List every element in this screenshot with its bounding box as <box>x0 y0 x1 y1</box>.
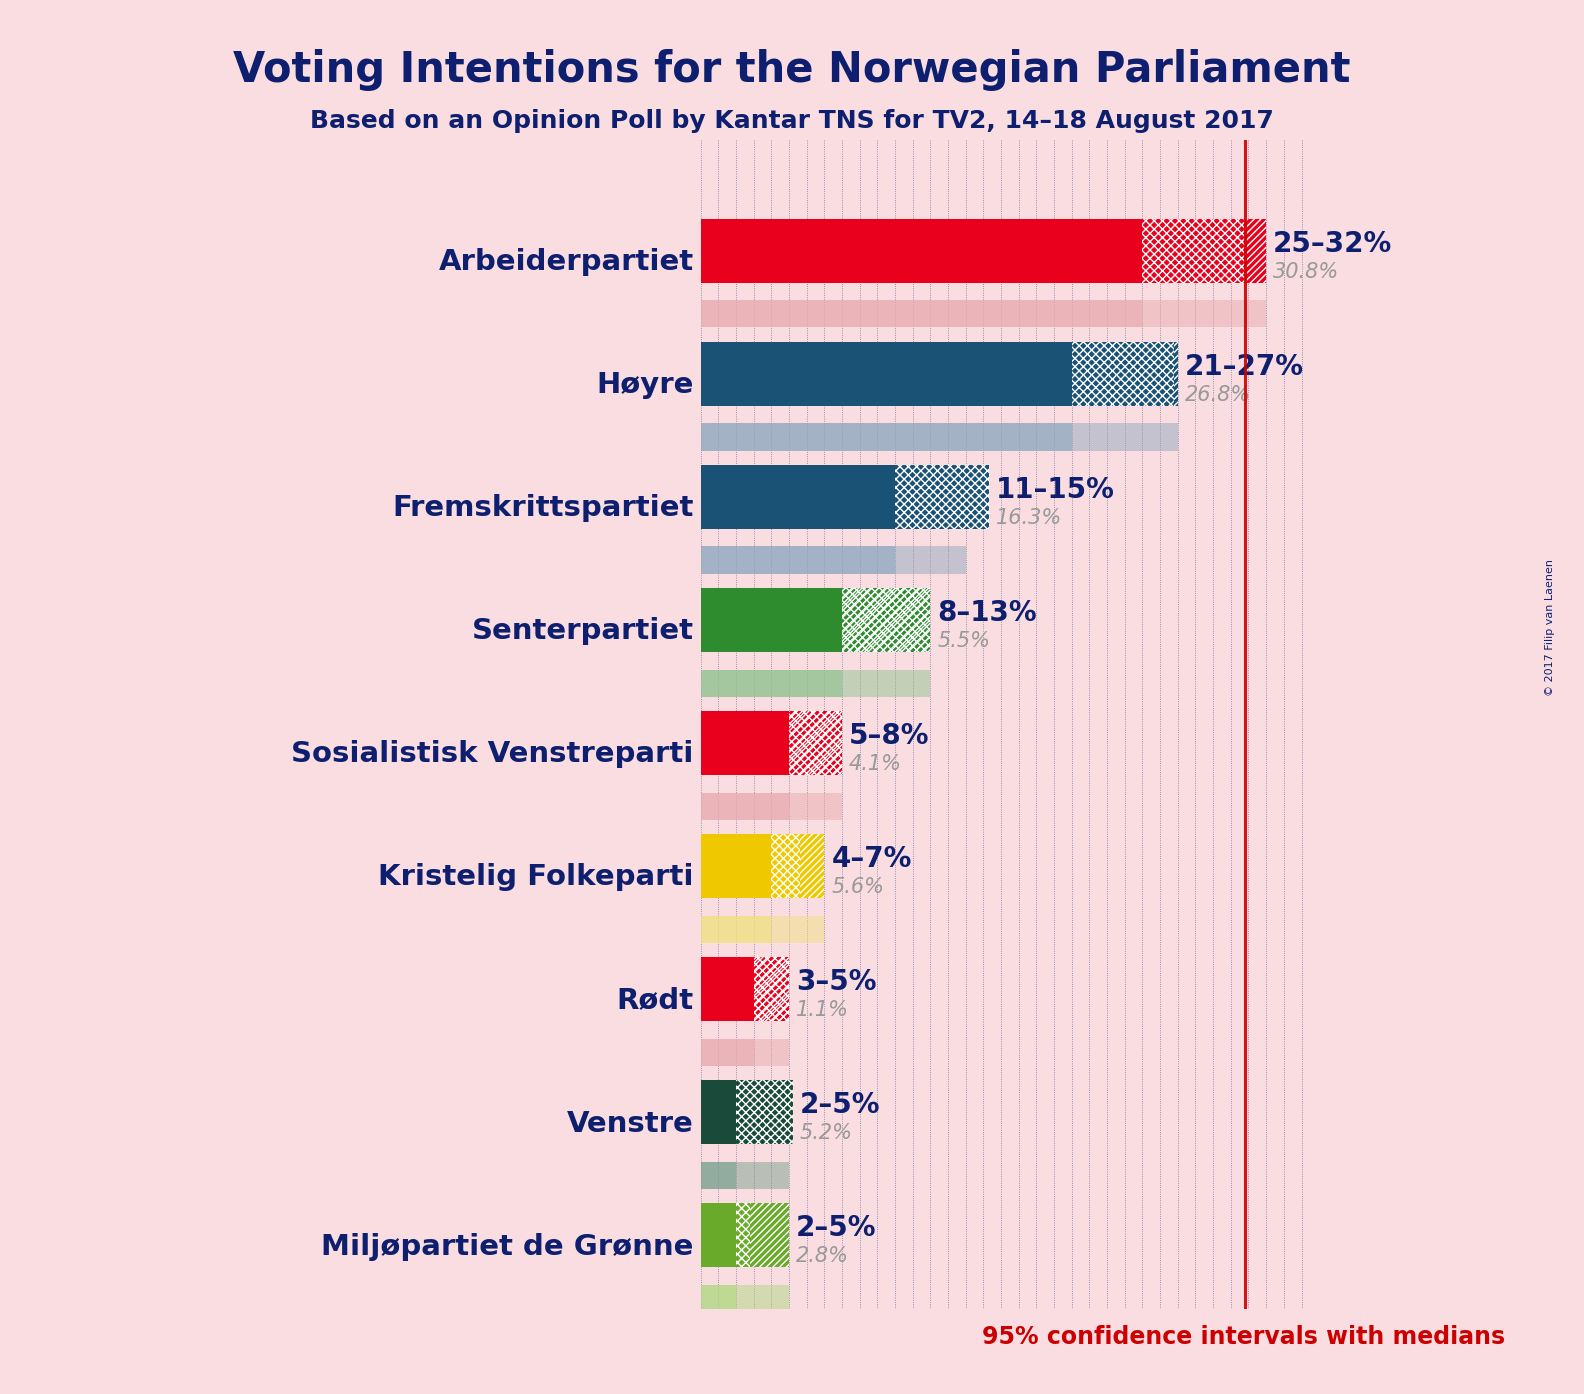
Bar <box>700 793 789 820</box>
Text: 26.8%: 26.8% <box>1185 385 1251 406</box>
Text: 4.1%: 4.1% <box>849 754 903 774</box>
Bar <box>1174 343 1178 406</box>
Bar <box>700 546 895 573</box>
Text: Miljøpartiet de Grønne: Miljøpartiet de Grønne <box>322 1232 694 1260</box>
Text: 5.5%: 5.5% <box>938 631 990 651</box>
Bar <box>800 835 824 898</box>
Bar <box>789 793 843 820</box>
Text: Rødt: Rødt <box>616 987 694 1015</box>
Text: Voting Intentions for the Norwegian Parliament: Voting Intentions for the Norwegian Parl… <box>233 49 1351 91</box>
Bar <box>1142 300 1266 328</box>
Text: Senterpartiet: Senterpartiet <box>472 618 694 645</box>
Text: 25–32%: 25–32% <box>1274 230 1392 258</box>
Bar <box>1245 219 1266 283</box>
Bar <box>895 466 988 530</box>
Text: 30.8%: 30.8% <box>1274 262 1340 282</box>
Text: 2–5%: 2–5% <box>797 1214 876 1242</box>
Bar <box>700 835 771 898</box>
Bar <box>737 1161 789 1189</box>
Text: 8–13%: 8–13% <box>938 599 1038 627</box>
Bar <box>700 1161 737 1189</box>
Bar <box>700 588 843 652</box>
Text: 5–8%: 5–8% <box>849 722 930 750</box>
Bar <box>751 1203 789 1267</box>
Bar <box>1142 219 1245 283</box>
Bar <box>737 1080 792 1144</box>
Bar <box>771 835 800 898</box>
Bar <box>751 1203 789 1267</box>
Bar <box>700 466 895 530</box>
Text: 16.3%: 16.3% <box>996 509 1061 528</box>
Bar <box>700 300 1142 328</box>
Text: 4–7%: 4–7% <box>832 845 912 873</box>
Bar <box>700 424 1072 450</box>
Bar <box>1072 343 1174 406</box>
Bar <box>737 1203 751 1267</box>
Bar <box>700 1285 737 1312</box>
Bar <box>700 958 754 1022</box>
Bar <box>737 1080 792 1144</box>
Text: 95% confidence intervals with medians: 95% confidence intervals with medians <box>982 1326 1505 1349</box>
Bar <box>843 588 930 652</box>
Text: Høyre: Høyre <box>596 371 694 399</box>
Bar <box>700 1203 737 1267</box>
Bar <box>700 219 1142 283</box>
Bar <box>737 1203 751 1267</box>
Text: 3–5%: 3–5% <box>797 967 876 997</box>
Bar <box>771 835 800 898</box>
Bar <box>1174 343 1178 406</box>
Bar <box>700 916 771 942</box>
Bar <box>700 1039 754 1065</box>
Text: Arbeiderpartiet: Arbeiderpartiet <box>439 248 694 276</box>
Bar <box>1072 343 1174 406</box>
Text: Sosialistisk Venstreparti: Sosialistisk Venstreparti <box>291 740 694 768</box>
Text: 5.2%: 5.2% <box>800 1124 852 1143</box>
Text: 1.1%: 1.1% <box>797 1001 849 1020</box>
Bar <box>700 669 843 697</box>
Bar <box>700 343 1072 406</box>
Bar <box>843 588 930 652</box>
Bar <box>754 958 789 1022</box>
Bar <box>737 1285 789 1312</box>
Text: 2.8%: 2.8% <box>797 1246 849 1266</box>
Bar <box>789 711 843 775</box>
Text: Fremskrittspartiet: Fremskrittspartiet <box>393 495 694 523</box>
Bar <box>1142 219 1245 283</box>
Bar <box>771 916 824 942</box>
Bar <box>843 588 930 652</box>
Text: 11–15%: 11–15% <box>996 475 1115 503</box>
Text: 5.6%: 5.6% <box>832 877 884 898</box>
Text: Kristelig Folkeparti: Kristelig Folkeparti <box>379 863 694 891</box>
Text: 21–27%: 21–27% <box>1185 353 1304 381</box>
Bar <box>700 711 789 775</box>
Bar <box>1245 219 1266 283</box>
Bar <box>789 711 843 775</box>
Bar <box>789 711 843 775</box>
Bar <box>895 546 966 573</box>
Text: © 2017 Filip van Laenen: © 2017 Filip van Laenen <box>1546 559 1555 696</box>
Bar <box>700 1080 737 1144</box>
Bar <box>1072 424 1178 450</box>
Bar <box>789 711 843 775</box>
Bar <box>754 958 789 1022</box>
Text: Based on an Opinion Poll by Kantar TNS for TV2, 14–18 August 2017: Based on an Opinion Poll by Kantar TNS f… <box>310 109 1274 132</box>
Bar <box>895 466 988 530</box>
Bar <box>843 588 930 652</box>
Bar <box>754 958 789 1022</box>
Bar <box>800 835 824 898</box>
Text: Venstre: Venstre <box>567 1110 694 1138</box>
Bar <box>754 1039 789 1065</box>
Bar <box>843 669 930 697</box>
Text: 2–5%: 2–5% <box>800 1092 881 1119</box>
Bar <box>754 958 789 1022</box>
